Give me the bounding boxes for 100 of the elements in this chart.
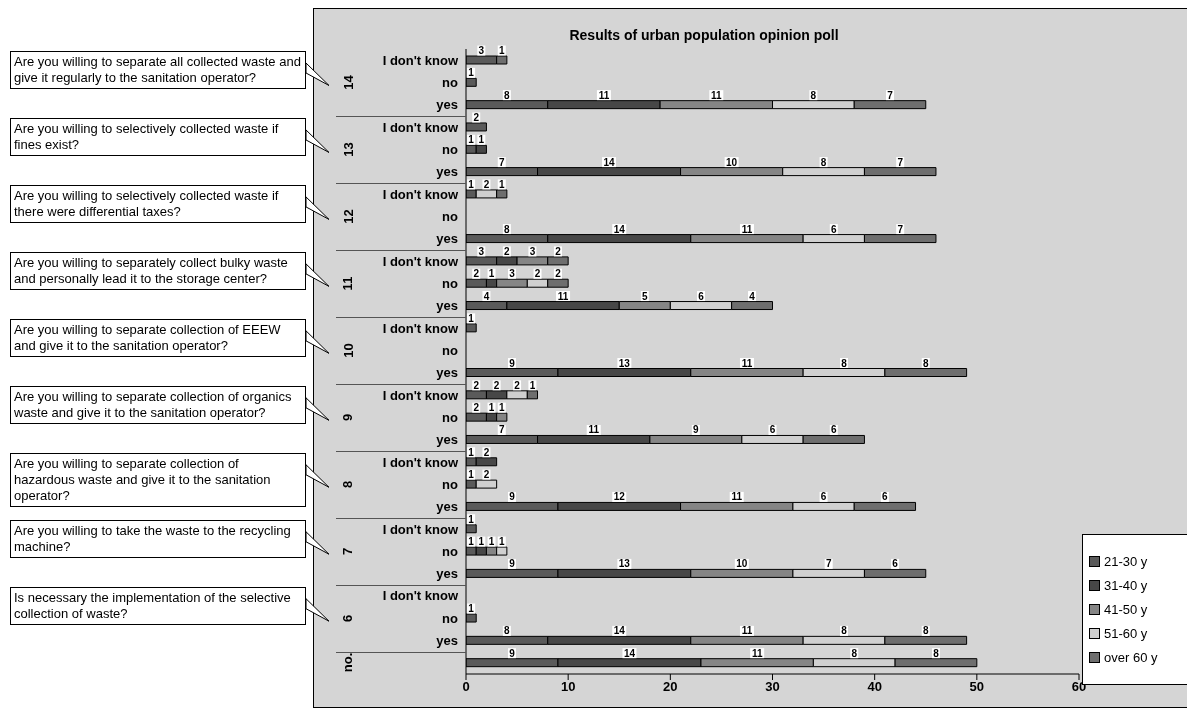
- data-label: 7: [887, 89, 894, 101]
- y-tick-label: I don't know: [382, 454, 459, 470]
- data-label: 1: [488, 268, 495, 280]
- y-tick-label: yes: [436, 365, 458, 381]
- data-label: 11: [557, 290, 569, 302]
- data-label: 3: [509, 268, 516, 280]
- data-label: 1: [468, 536, 475, 548]
- data-label: 1: [468, 312, 475, 324]
- data-label: 11: [598, 89, 610, 101]
- data-label: 3: [478, 45, 485, 56]
- data-label: 13: [618, 357, 631, 369]
- data-label: 7: [498, 424, 505, 436]
- data-label: 6: [892, 558, 899, 570]
- text: 6: [340, 614, 356, 622]
- legend-label: 51-60 y: [1104, 626, 1148, 641]
- data-label: 2: [534, 268, 541, 280]
- y-tick-label: I don't know: [382, 253, 459, 269]
- text: Is necessary the implementation of the selective collection of waste?: [10, 586, 306, 625]
- data-label: 8: [851, 647, 858, 659]
- text: Are you willing to separate collection of EEEW and give it to the sanitation operator?: [10, 318, 306, 357]
- text: Are you willing to separate all collected waste and give it regularly to the sanitation operator?: [10, 51, 306, 89]
- data-label: 11: [711, 89, 723, 101]
- data-label: 6: [769, 424, 776, 436]
- data-label: 1: [468, 603, 475, 615]
- y-tick-label: no: [442, 75, 459, 91]
- data-label: 9: [509, 647, 516, 659]
- data-label: 1: [478, 536, 485, 548]
- y-tick-label: no: [442, 476, 459, 492]
- data-label: 8: [933, 647, 940, 659]
- legend-label: 31-40 y: [1104, 578, 1148, 593]
- data-label: 7: [897, 223, 904, 235]
- data-label: 7: [498, 156, 505, 168]
- data-label: 4: [483, 290, 490, 302]
- data-label: 2: [514, 379, 521, 391]
- data-label: 6: [831, 223, 838, 235]
- data-label: 10: [726, 156, 738, 168]
- y-tick-label: yes: [436, 231, 458, 247]
- data-label: 11: [731, 491, 743, 503]
- data-label: 9: [509, 558, 516, 570]
- x-tick-label: 0: [462, 679, 470, 695]
- y-tick-label: yes: [436, 499, 458, 515]
- data-label: 14: [613, 223, 626, 235]
- text: 14: [340, 75, 356, 90]
- x-tick-label: 50: [969, 679, 985, 695]
- data-label: 11: [741, 357, 753, 369]
- text: 13: [340, 142, 356, 157]
- y-tick-label: yes: [436, 164, 458, 180]
- y-tick-label: I don't know: [382, 186, 459, 202]
- data-label: 2: [555, 268, 562, 280]
- data-label: 8: [810, 89, 817, 101]
- data-label: 8: [504, 625, 511, 637]
- text: Are you willing to selectively collected waste if there were differential taxes?: [10, 184, 306, 223]
- data-label: 8: [504, 223, 511, 235]
- y-tick-label: no: [442, 209, 459, 225]
- data-label: 2: [483, 446, 490, 458]
- text: no.: [340, 653, 356, 673]
- text: 9: [340, 413, 356, 421]
- y-tick-label: I don't know: [382, 320, 459, 336]
- x-tick-label: 30: [765, 679, 780, 695]
- data-label: 2: [473, 268, 480, 280]
- y-tick-label: no: [442, 409, 459, 425]
- data-label: 11: [741, 223, 753, 235]
- data-label: 6: [698, 290, 705, 302]
- legend-label: 41-50 y: [1104, 602, 1148, 617]
- y-tick-label: I don't know: [382, 52, 459, 68]
- text: 12: [340, 209, 356, 224]
- data-label: 14: [603, 156, 616, 168]
- x-tick-label: 40: [867, 679, 882, 695]
- data-label: 1: [468, 513, 475, 525]
- y-tick-label: yes: [436, 633, 458, 649]
- data-label: 2: [504, 245, 511, 257]
- data-label: 11: [588, 424, 600, 436]
- text: Are you willing to separate collection of organics waste and give it to the sanitation operator?: [10, 385, 306, 424]
- data-label: 8: [504, 89, 511, 101]
- data-label: 1: [488, 402, 495, 414]
- data-label: 11: [751, 647, 763, 659]
- text: 10: [340, 343, 356, 358]
- data-label: 8: [841, 625, 848, 637]
- data-label: 1: [468, 67, 475, 79]
- data-label: 1: [468, 134, 475, 146]
- data-label: 8: [922, 625, 929, 637]
- text: 7: [340, 547, 356, 555]
- text: 8: [340, 480, 356, 488]
- y-tick-label: no: [442, 610, 459, 626]
- text: Are you willing to selectively collected waste if fines exist?: [10, 117, 306, 156]
- text: Are you willing to take the waste to the recycling machine?: [10, 519, 306, 558]
- data-label: 1: [529, 379, 536, 391]
- y-tick-label: I don't know: [382, 588, 459, 604]
- y-tick-label: yes: [436, 298, 458, 314]
- data-label: 1: [468, 469, 475, 481]
- data-label: 3: [478, 245, 485, 257]
- data-label: 7: [825, 558, 832, 570]
- x-tick-label: 10: [560, 679, 576, 695]
- data-label: 4: [749, 290, 756, 302]
- data-label: 8: [841, 357, 848, 369]
- data-label: 12: [613, 491, 626, 503]
- data-label: 1: [498, 536, 505, 548]
- data-label: 7: [897, 156, 904, 168]
- data-label: 10: [736, 558, 748, 570]
- data-label: 11: [741, 625, 753, 637]
